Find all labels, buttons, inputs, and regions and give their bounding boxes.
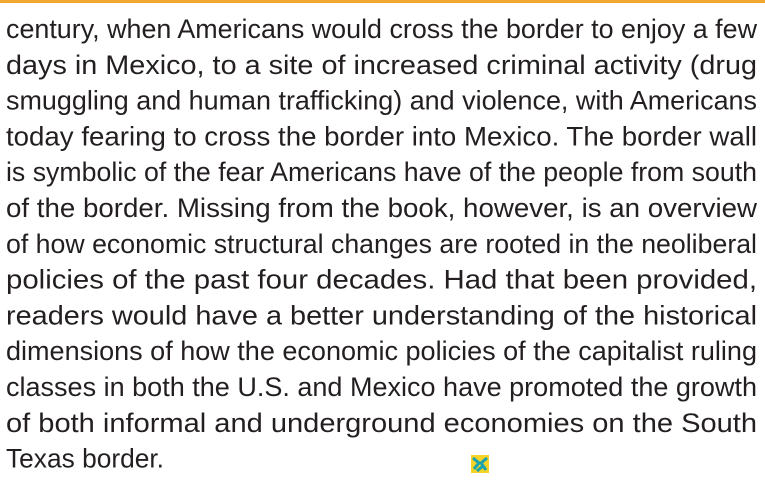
end-icon [471,455,489,473]
text-line: of both informal and underground economi… [6,408,757,438]
text-line: policies of the past four decades. Had t… [6,265,757,295]
text-line: smuggling and human trafficking) and vio… [6,86,757,116]
text-line: century, when Americans would cross the … [6,14,757,44]
text-line: dimensions of how the economic policies … [6,336,757,366]
text-line: is symbolic of the fear Americans have o… [6,157,757,187]
text-line: classes in both the U.S. and Mexico have… [6,372,757,402]
text-line: Texas border. [6,444,164,474]
text-line: of the border. Missing from the book, ho… [6,193,758,223]
text-line: of how economic structural changes are r… [6,229,757,259]
text-line: today fearing to cross the border into M… [6,121,757,151]
text-line: days in Mexico, to a site of increased c… [6,50,757,80]
top-rule [0,0,765,3]
text-line: readers would have a better understandin… [6,300,757,330]
paragraph: century, when Americans would cross the … [6,14,758,474]
